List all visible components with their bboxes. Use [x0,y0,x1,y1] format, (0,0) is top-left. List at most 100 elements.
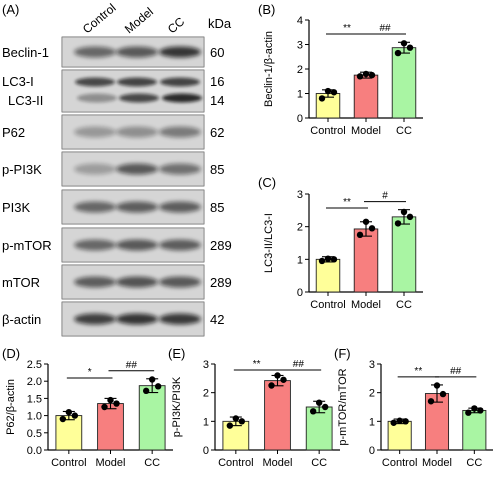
band-kda: 62 [210,125,224,140]
blot-strip [61,69,205,113]
x-tick-label: Control [310,125,345,137]
significance-label: ** [343,23,351,34]
significance-label: * [88,367,92,378]
band [162,93,202,103]
y-tick-label: 1 [297,89,303,101]
band [159,126,201,138]
bar [97,403,124,451]
data-point [356,231,364,239]
y-axis-label: p-PI3K/PI3K [171,376,183,437]
y-tick-label: 1.0 [27,411,42,423]
data-point [439,390,447,398]
significance-label: ## [379,23,391,34]
band [74,313,116,325]
band-kda: 85 [210,162,224,177]
bar-chart: (D) 0.0 0.5 1.0 1.5 2.0 2.5 P62/β-actin Control M… [2,346,173,469]
data-point [362,218,370,225]
band [74,163,116,175]
data-point [356,73,364,80]
band [74,276,116,288]
band [159,163,201,175]
band-kda: 14 [210,93,224,108]
panel-label-a: (A) [2,2,19,17]
data-point [368,71,376,79]
band [74,201,116,213]
data-point [324,87,332,95]
y-tick-label: 2 [297,64,303,76]
band-name: LC3-I [2,74,34,89]
band-name: p-mTOR [2,238,52,253]
panel-label: (B) [258,2,275,17]
x-tick-label: Control [218,457,253,469]
band-name: β-actin [2,312,41,327]
x-tick-label: CC [396,299,412,311]
data-point [368,225,376,232]
lane-label: Control [80,1,119,37]
bar [462,409,487,451]
band-kda: 16 [210,74,224,89]
data-point [309,408,317,415]
data-point [101,403,108,411]
data-point [477,407,484,414]
y-axis-label: P62/β-actin [5,379,17,435]
data-point [154,383,162,390]
data-point [330,256,338,263]
data-point [268,382,275,389]
band-name: P62 [2,125,25,140]
x-tick-label: Model [263,457,293,469]
y-tick-label: 3 [297,189,303,201]
data-point [330,89,338,96]
band-name: p-PI3K [2,162,42,177]
band [116,239,158,251]
panel-label: (F) [334,346,351,361]
band [77,93,117,103]
x-tick-label: Model [351,125,381,137]
panel-label: (C) [258,175,276,190]
bar [353,74,379,119]
data-point [274,372,281,379]
y-tick-label: 0.0 [27,445,42,457]
x-tick-label: Model [422,457,452,469]
data-point [427,398,435,405]
x-tick-label: CC [144,457,160,469]
panel-label: (D) [2,346,20,361]
band [160,77,200,87]
significance-label: # [382,191,388,202]
data-point [400,40,408,47]
x-tick-label: Model [96,457,126,469]
y-tick-label: 4 [297,15,303,27]
band-name: PI3K [2,200,31,215]
band [159,46,201,58]
band-kda: 85 [210,200,224,215]
data-point [321,403,329,411]
y-tick-label: 3 [203,359,209,371]
significance-label: ** [343,197,351,208]
significance-label: ** [414,366,422,377]
x-tick-label: CC [311,457,327,469]
y-tick-label: 2.0 [27,376,42,388]
y-tick-label: 0 [297,287,303,299]
y-axis-label: p-mTOR/mTOR [337,368,349,445]
data-point [113,400,120,407]
data-point [107,396,114,404]
band [74,126,116,138]
bar [353,228,379,293]
y-tick-label: 0 [297,113,303,125]
blot-background [62,70,204,112]
data-point [59,415,67,423]
y-tick-label: 2 [369,388,375,400]
panel-label: (E) [168,346,185,361]
y-tick-label: 1.5 [27,393,42,405]
band [116,313,158,325]
data-point [400,208,408,216]
blot-row: p-PI3K 85 [2,151,224,187]
band [116,163,158,175]
bar [55,415,83,451]
band-name: Beclin-1 [2,45,49,60]
data-point [318,257,326,265]
data-point [324,255,332,262]
blot-row: p-mTOR 289 [2,227,232,263]
band [116,276,158,288]
unit-header: kDa [208,16,232,31]
bar [391,216,417,293]
